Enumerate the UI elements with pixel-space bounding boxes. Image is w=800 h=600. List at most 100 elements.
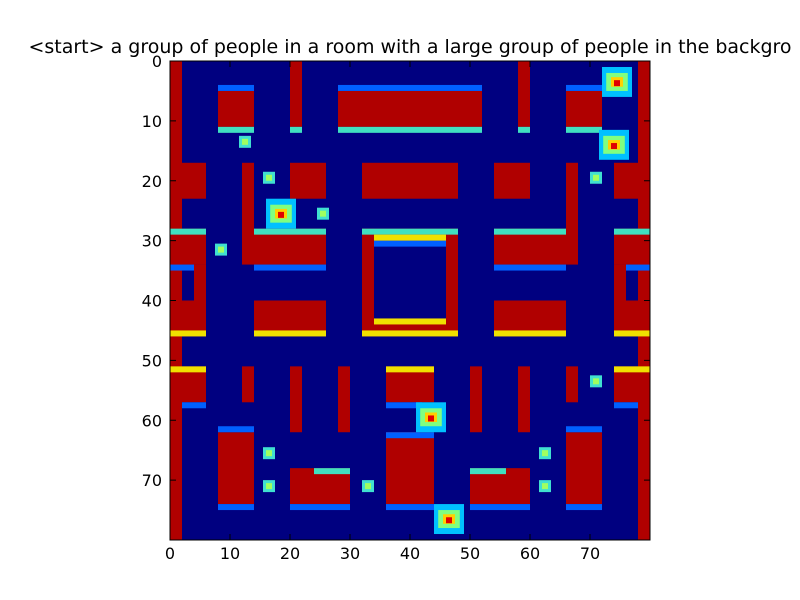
pellet-inner-cell [593,378,599,384]
heatmap-edge-cell [218,85,254,91]
heatmap-edge-cell [386,432,434,438]
x-tick-label: 10 [220,544,240,563]
heatmap-wall-cell [386,432,434,504]
heatmap-wall-cell [242,163,254,265]
sprite-center-cell [428,415,434,421]
heatmap-edge-cell [314,468,350,474]
heatmap-wall-cell [218,432,254,504]
heatmap-edge-cell [338,127,482,133]
heatmap-edge-cell [362,330,458,336]
heatmap-wall-cell [338,91,482,127]
x-tick-label: 50 [460,544,480,563]
y-tick-label: 30 [142,232,162,251]
heatmap-wall-cell [566,163,578,265]
heatmap-wall-cell [518,61,530,127]
heatmap-edge-cell [374,235,446,241]
y-tick-label: 70 [142,471,162,490]
heatmap-wall-cell [494,163,530,199]
heatmap-edge-cell [470,468,506,474]
pellet-inner-cell [542,483,548,489]
sprite-center-cell [278,212,284,218]
heatmap-edge-cell [254,265,326,271]
heatmap-wall-cell [338,366,350,432]
heatmap-edge-cell [218,127,254,133]
x-tick-label: 40 [400,544,420,563]
heatmap-wall-cell [614,265,626,301]
heatmap-edge-cell [566,85,602,91]
heatmap-pellet-cell [539,447,551,459]
pellet-inner-cell [320,211,326,217]
heatmap-edge-cell [254,229,326,235]
heatmap-edge-cell [218,426,254,432]
sprite-center-cell [611,143,617,149]
heatmap-sprite-cell [602,67,632,97]
heatmap-wall-cell [290,366,302,432]
heatmap-edge-cell [518,127,530,133]
heatmap-wall-cell [362,163,458,199]
heatmap-wall-cell [518,366,530,432]
pellet-inner-cell [266,450,272,456]
heatmap-wall-cell [566,366,578,402]
heatmap-edge-cell [374,241,446,247]
sprite-center-cell [614,80,620,86]
heatmap-edge-cell [290,127,302,133]
heatmap-pellet-cell [539,480,551,492]
heatmap-edge-cell [170,229,206,235]
heatmap-wall-cell [290,163,326,199]
heatmap-pellet-cell [317,208,329,220]
heatmap-sprite-cell [599,130,629,160]
x-tick-label: 70 [580,544,600,563]
heatmap-wall-cell [290,61,302,127]
heatmap-edge-cell [626,265,650,271]
pellet-inner-cell [266,175,272,181]
heatmap-pellet-cell [263,172,275,184]
heatmap-pellet-cell [263,480,275,492]
heatmap-edge-cell [170,330,206,336]
heatmap-edge-cell [182,402,206,408]
heatmap-edge-cell [386,504,434,510]
heatmap-edge-cell [566,127,602,133]
heatmap-edge-cell [386,366,434,372]
heatmap-wall-cell [566,91,602,127]
heatmap-edge-cell [170,366,206,372]
y-tick-label: 20 [142,172,162,191]
pellet-inner-cell [365,483,371,489]
heatmap-sprite-cell [266,199,296,229]
pellet-inner-cell [593,175,599,181]
heatmap-pellet-cell [263,447,275,459]
heatmap-edge-cell [290,504,350,510]
pellet-inner-cell [542,450,548,456]
heatmap-edge-cell [614,366,650,372]
y-tick-label: 50 [142,351,162,370]
y-tick-label: 10 [142,112,162,131]
y-tick-label: 0 [152,52,162,71]
heatmap-wall-cell [242,366,254,402]
heatmap-sprite-cell [416,402,446,432]
heatmap-edge-cell [494,265,566,271]
y-tick-label: 60 [142,411,162,430]
heatmap-edge-cell [614,402,638,408]
heatmap-pellet-cell [239,136,251,148]
pellet-inner-cell [242,139,248,145]
heatmap-wall-cell [566,432,602,504]
heatmap-edge-cell [470,504,530,510]
pellet-inner-cell [218,247,224,253]
heatmap-edge-cell [614,330,650,336]
heatmap-edge-cell [494,330,566,336]
pellet-inner-cell [266,483,272,489]
heatmap-edge-cell [338,85,482,91]
heatmap-edge-cell [362,229,458,235]
y-tick-label: 40 [142,292,162,311]
heatmap-edge-cell [254,330,326,336]
heatmap-wall-cell [218,91,254,127]
heatmap-edge-cell [614,229,650,235]
heatmap-sprite-cell [434,504,464,534]
chart-title: <start> a group of people in a room with… [28,36,791,58]
heatmap-edge-cell [374,318,446,324]
heatmap-edge-cell [566,504,602,510]
heatmap-plot-area [170,61,650,540]
heatmap-wall-cell [470,366,482,432]
x-tick-label: 0 [165,544,175,563]
heatmap-edge-cell [170,265,194,271]
